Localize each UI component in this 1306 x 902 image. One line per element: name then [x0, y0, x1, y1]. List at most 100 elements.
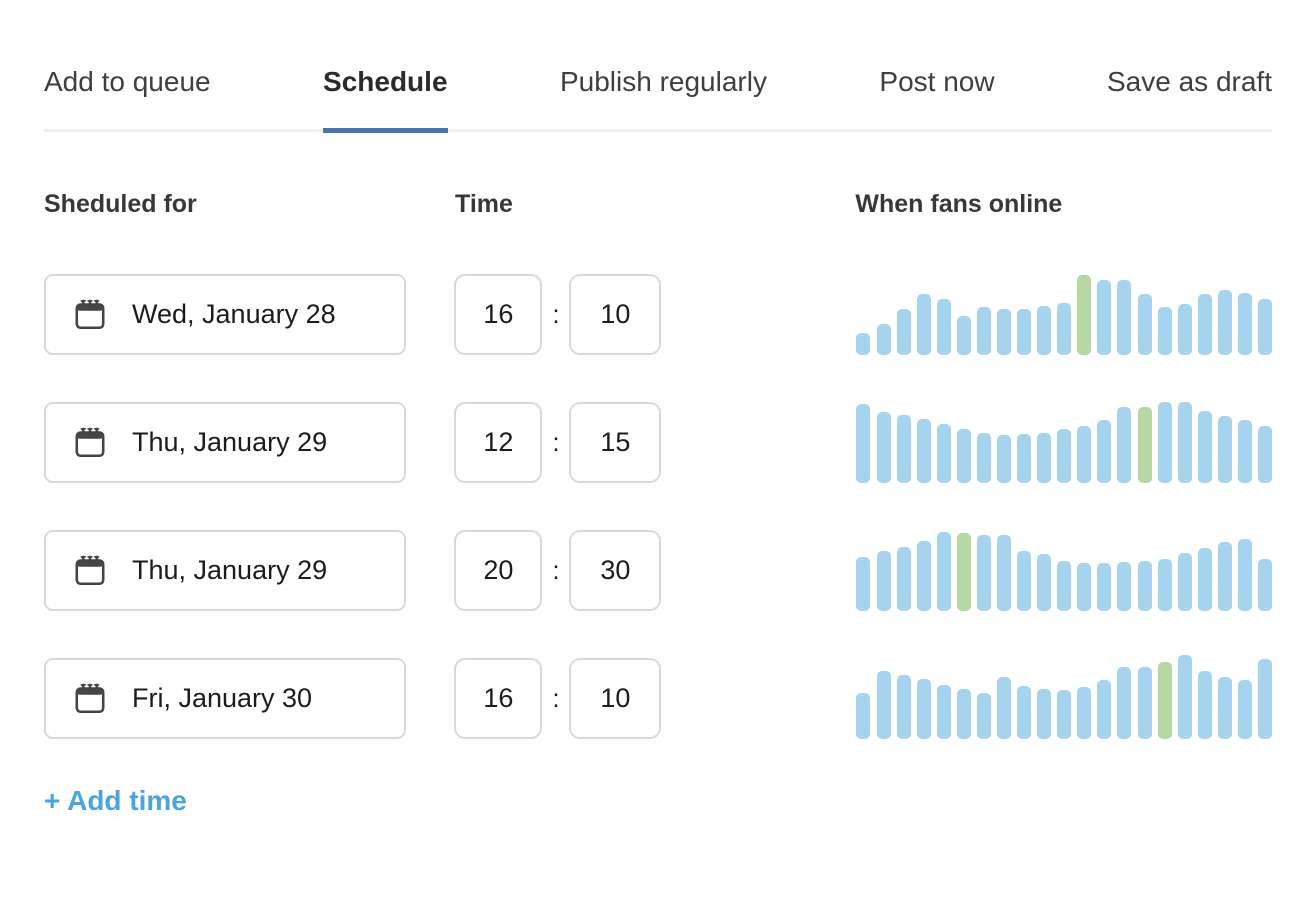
fans-online-bar	[1137, 294, 1152, 355]
fans-online-bar	[936, 532, 951, 611]
fans-online-bar-highlighted	[1077, 275, 1092, 355]
fans-online-bar	[1237, 293, 1252, 355]
fans-online-bar	[996, 309, 1011, 355]
fans-online-bar	[1097, 280, 1112, 355]
tab-add-to-queue[interactable]: Add to queue	[44, 66, 211, 97]
fans-online-bar	[876, 412, 891, 483]
fans-online-bar	[1037, 689, 1052, 739]
hour-input[interactable]: 16	[454, 274, 543, 355]
fans-online-bar	[1258, 426, 1272, 483]
fans-online-bar	[976, 433, 991, 483]
fans-online-bar	[996, 435, 1011, 483]
fans-online-bar	[1258, 299, 1272, 355]
minute-input[interactable]: 30	[569, 530, 662, 611]
minute-input[interactable]: 10	[569, 274, 662, 355]
date-value: Wed, January 28	[132, 299, 336, 329]
fans-online-bar	[956, 689, 971, 739]
fans-online-bar	[1177, 655, 1192, 739]
fans-online-bar	[996, 535, 1011, 611]
schedule-row: Fri, January 30 16 : 10	[44, 649, 1272, 739]
fans-online-bar	[1077, 563, 1092, 611]
date-value: Thu, January 29	[132, 555, 328, 585]
time-picker: 20 : 30	[454, 530, 662, 611]
schedule-rows: Wed, January 28 16 : 10 Thu, January 29	[44, 265, 1272, 739]
fans-online-bar	[856, 404, 871, 483]
date-picker-field[interactable]: Wed, January 28	[44, 274, 407, 355]
calendar-icon	[75, 427, 105, 457]
hour-input[interactable]: 12	[454, 402, 543, 483]
fans-online-bar	[856, 333, 871, 355]
schedule-panel: Add to queue Schedule Publish regularly …	[0, 66, 1306, 817]
date-picker-field[interactable]: Thu, January 29	[44, 530, 407, 611]
fans-online-bar	[1237, 680, 1252, 739]
fans-online-bar	[1117, 407, 1132, 483]
fans-online-bar	[1237, 420, 1252, 483]
fans-online-bar	[1117, 280, 1132, 355]
fans-online-bar	[1097, 563, 1112, 611]
calendar-icon	[75, 299, 105, 329]
tab-publish-regularly[interactable]: Publish regularly	[559, 66, 767, 97]
fans-online-bar	[976, 693, 991, 739]
date-picker-field[interactable]: Thu, January 29	[44, 402, 407, 483]
fans-online-chart	[856, 393, 1272, 483]
fans-online-bar	[1157, 307, 1172, 355]
date-value: Fri, January 30	[132, 683, 313, 713]
fans-online-bar	[1237, 539, 1252, 611]
fans-online-bar	[976, 307, 991, 355]
fans-online-bar	[896, 309, 911, 355]
fans-online-bar	[1077, 687, 1092, 739]
schedule-row: Thu, January 29 12 : 15	[44, 393, 1272, 483]
fans-online-bar-highlighted	[1157, 662, 1172, 739]
minute-input[interactable]: 15	[569, 402, 662, 483]
fans-online-chart	[856, 521, 1272, 611]
fans-online-bar	[1197, 411, 1212, 483]
fans-online-bar	[936, 299, 951, 355]
fans-online-bar	[1197, 294, 1212, 355]
fans-online-bar	[1137, 561, 1152, 611]
fans-online-bar	[1057, 690, 1072, 739]
fans-online-bar	[1037, 554, 1052, 611]
fans-online-bar	[1017, 309, 1032, 355]
fans-online-bar-highlighted	[956, 533, 971, 611]
fans-online-bar	[876, 551, 891, 611]
fans-online-bar	[1197, 671, 1212, 739]
hour-input[interactable]: 16	[454, 658, 543, 739]
tab-schedule[interactable]: Schedule	[323, 66, 448, 133]
fans-online-bar	[1177, 304, 1192, 355]
fans-online-bar	[876, 671, 891, 739]
date-value: Thu, January 29	[132, 427, 328, 457]
fans-online-bar	[1258, 559, 1272, 611]
fans-online-bar	[1258, 659, 1272, 739]
time-separator: :	[552, 555, 560, 585]
fans-online-bar	[896, 675, 911, 739]
fans-online-bar	[1017, 686, 1032, 739]
fans-online-bar	[1057, 303, 1072, 355]
fans-online-bar	[856, 557, 871, 611]
fans-online-bar	[916, 294, 931, 355]
fans-online-bar	[936, 424, 951, 483]
schedule-row: Wed, January 28 16 : 10	[44, 265, 1272, 355]
fans-online-bar	[1097, 680, 1112, 739]
fans-online-bar	[956, 316, 971, 355]
fans-online-bar	[936, 685, 951, 739]
column-headers: Sheduled for Time When fans online	[44, 190, 1272, 219]
fans-online-bar	[1217, 542, 1232, 611]
time-separator: :	[552, 299, 560, 329]
fans-online-bar	[1217, 677, 1232, 739]
minute-input[interactable]: 10	[569, 658, 662, 739]
fans-online-bar	[1117, 562, 1132, 611]
fans-online-bar	[916, 541, 931, 611]
calendar-icon	[75, 683, 105, 713]
tab-save-as-draft[interactable]: Save as draft	[1107, 66, 1272, 97]
fans-online-bar-highlighted	[1137, 407, 1152, 483]
add-time-link[interactable]: + Add time	[44, 785, 187, 816]
fans-online-bar	[1017, 434, 1032, 483]
hour-input[interactable]: 20	[454, 530, 543, 611]
tab-post-now[interactable]: Post now	[879, 66, 995, 97]
fans-online-chart	[856, 265, 1272, 355]
fans-online-bar	[916, 419, 931, 483]
date-picker-field[interactable]: Fri, January 30	[44, 658, 407, 739]
fans-online-bar	[1217, 290, 1232, 355]
fans-online-bar	[1117, 667, 1132, 739]
fans-online-bar	[1137, 667, 1152, 739]
